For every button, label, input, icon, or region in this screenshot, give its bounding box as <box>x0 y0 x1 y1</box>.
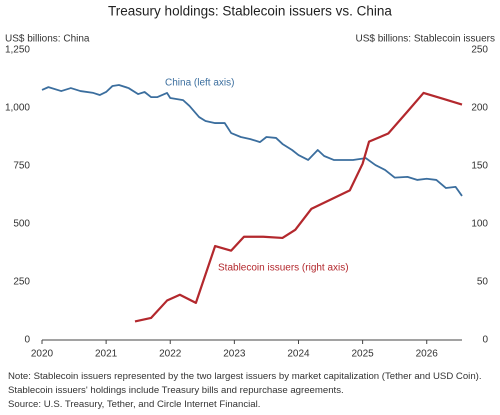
note: Note: Stablecoin issuers represented by … <box>8 371 482 396</box>
y2-tick-label: 100 <box>471 219 488 230</box>
chart: Treasury holdings: Stablecoin issuers vs… <box>5 4 495 360</box>
x-tick-label: 2022 <box>159 349 182 360</box>
source: Source: U.S. Treasury, Tether, and Circl… <box>8 399 261 410</box>
series-line <box>41 84 463 197</box>
y-tick-label: 0 <box>24 335 30 346</box>
series-label: China (left axis) <box>165 78 234 89</box>
x-tick-label: 2023 <box>223 349 246 360</box>
notes: Note: Stablecoin issuers represented by … <box>8 370 496 412</box>
y-tick-label: 250 <box>13 277 30 288</box>
x-tick-label: 2025 <box>351 349 374 360</box>
y-tick-label: 750 <box>13 161 30 172</box>
y-tick-label: 1,000 <box>5 103 30 114</box>
y2-tick-label: 50 <box>477 277 489 288</box>
chart-title: Treasury holdings: Stablecoin issuers vs… <box>108 4 392 19</box>
series-line <box>134 91 463 323</box>
y2-tick-label: 150 <box>471 161 488 172</box>
y-tick-label: 500 <box>13 219 30 230</box>
y-axis-label: US$ billions: China <box>5 34 90 45</box>
y-tick-label: 1,250 <box>5 45 30 56</box>
series-label: Stablecoin issuers (right axis) <box>218 263 349 274</box>
y2-tick-label: 200 <box>471 103 488 114</box>
x-tick-label: 2026 <box>416 349 439 360</box>
y2-axis-label: US$ billions: Stablecoin issuers <box>355 34 495 45</box>
y2-tick-label: 250 <box>471 45 488 56</box>
x-tick-label: 2021 <box>95 349 118 360</box>
x-tick-label: 2024 <box>287 349 310 360</box>
y2-tick-label: 0 <box>482 335 488 346</box>
x-tick-label: 2020 <box>31 349 54 360</box>
